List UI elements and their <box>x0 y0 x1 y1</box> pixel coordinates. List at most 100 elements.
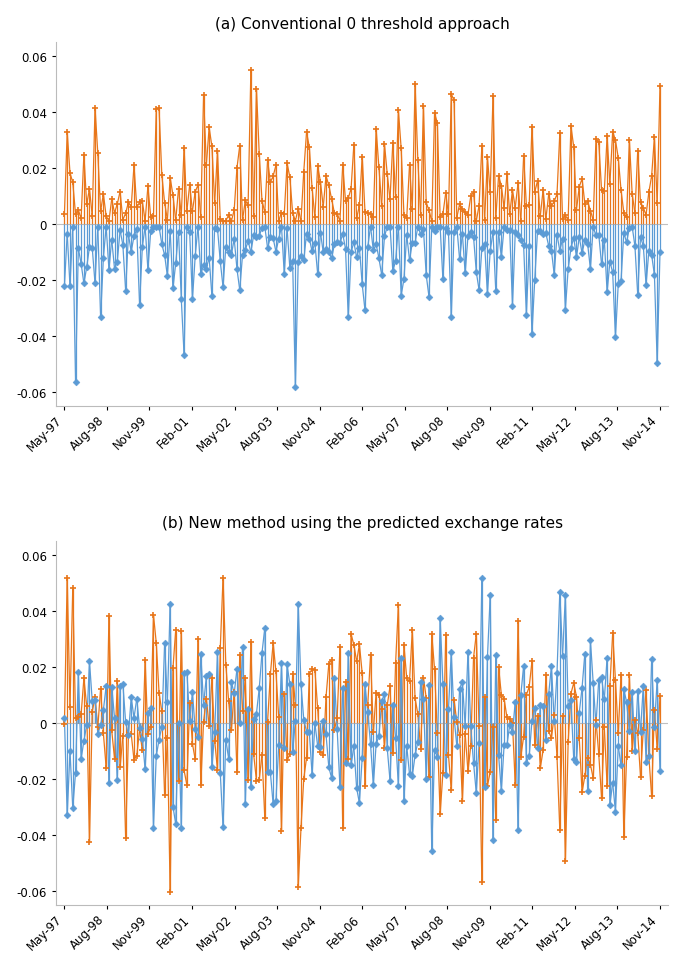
Point <box>276 220 287 235</box>
Point <box>654 245 665 261</box>
Point <box>279 267 290 283</box>
Point <box>340 674 351 690</box>
Point <box>376 702 387 717</box>
Point <box>627 744 638 760</box>
Point <box>318 245 329 261</box>
Point <box>142 263 153 278</box>
Point <box>646 789 657 804</box>
Point <box>218 280 229 296</box>
Point <box>103 609 114 624</box>
Point <box>619 205 630 221</box>
Point <box>212 763 223 778</box>
Point <box>351 211 362 227</box>
Point <box>501 223 512 238</box>
Point <box>399 638 410 653</box>
Point <box>137 743 148 759</box>
Point <box>92 220 103 235</box>
Point <box>315 226 326 241</box>
Point <box>292 880 303 895</box>
Point <box>640 277 651 293</box>
Point <box>382 741 393 757</box>
Point <box>488 832 499 848</box>
Point <box>382 220 393 235</box>
Point <box>64 700 75 715</box>
Point <box>390 254 401 269</box>
Point <box>654 764 665 779</box>
Point <box>462 230 473 245</box>
Point <box>192 632 203 647</box>
Point <box>323 178 334 194</box>
Point <box>610 134 621 149</box>
Point <box>206 289 217 304</box>
Point <box>312 159 323 174</box>
Point <box>435 220 446 235</box>
Point <box>435 806 446 822</box>
Point <box>129 159 140 174</box>
Point <box>593 136 604 151</box>
Point <box>70 766 81 781</box>
Point <box>451 220 462 235</box>
Point <box>70 207 81 223</box>
Point <box>504 223 515 238</box>
Point <box>70 710 81 726</box>
Point <box>273 709 284 725</box>
Point <box>640 755 651 770</box>
Point <box>532 740 543 756</box>
Point <box>585 262 596 277</box>
Point <box>318 200 329 215</box>
Point <box>140 220 151 235</box>
Point <box>407 768 418 784</box>
Point <box>490 812 501 828</box>
Point <box>454 197 465 212</box>
Point <box>588 220 599 235</box>
Point <box>78 276 89 292</box>
Point <box>73 710 84 726</box>
Point <box>337 158 348 173</box>
Point <box>234 715 245 731</box>
Point <box>549 267 560 283</box>
Point <box>401 228 412 243</box>
Point <box>390 731 401 746</box>
Point <box>307 767 318 783</box>
Point <box>179 763 190 778</box>
Point <box>479 779 490 795</box>
Point <box>429 224 440 239</box>
Point <box>632 144 643 160</box>
Point <box>532 174 543 190</box>
Point <box>421 196 432 211</box>
Point <box>284 261 295 276</box>
Point <box>443 747 454 763</box>
Point <box>490 647 501 663</box>
Point <box>384 773 395 789</box>
Point <box>106 192 117 207</box>
Point <box>354 199 365 214</box>
Point <box>577 785 588 800</box>
Point <box>580 234 590 249</box>
Point <box>630 712 640 728</box>
Point <box>109 710 120 726</box>
Point <box>251 773 262 789</box>
Point <box>120 715 131 731</box>
Point <box>98 703 109 718</box>
Point <box>496 178 507 194</box>
Point <box>432 726 443 741</box>
Point <box>260 620 271 636</box>
Point <box>182 777 192 793</box>
Point <box>92 720 103 735</box>
Point <box>549 713 560 729</box>
Point <box>407 202 418 217</box>
Point <box>98 251 109 266</box>
Point <box>390 656 401 672</box>
Point <box>590 712 601 728</box>
Point <box>651 672 662 688</box>
Point <box>268 170 279 185</box>
Point <box>334 236 345 252</box>
Point <box>401 211 412 227</box>
Point <box>365 207 376 223</box>
Point <box>229 203 240 219</box>
Point <box>148 821 159 836</box>
Point <box>279 687 290 703</box>
Point <box>360 204 371 220</box>
Point <box>551 665 562 680</box>
Point <box>162 213 173 229</box>
